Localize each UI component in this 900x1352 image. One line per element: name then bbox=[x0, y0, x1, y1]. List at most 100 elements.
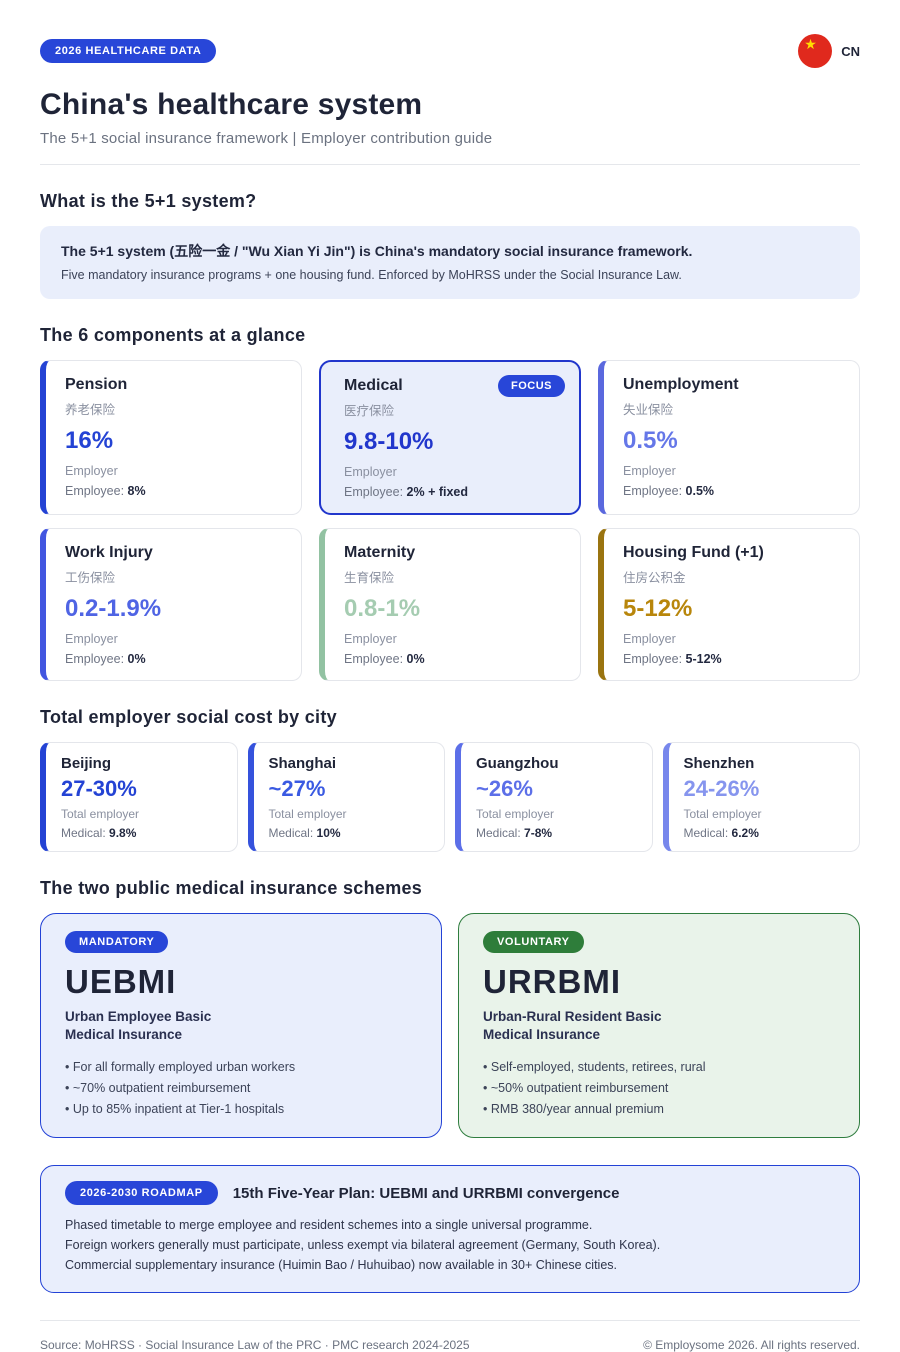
scheme-full-name-line2: Medical Insurance bbox=[65, 1027, 183, 1043]
roadmap-line: Phased timetable to merge employee and r… bbox=[65, 1218, 593, 1233]
intro-box-text: Five mandatory insurance programs + one … bbox=[61, 268, 682, 282]
china-flag-icon: ★ bbox=[798, 34, 833, 68]
component-title: Maternity bbox=[344, 544, 416, 561]
component-title: Pension bbox=[65, 376, 128, 393]
medical-label: Medical: bbox=[476, 826, 525, 840]
city-sub-label: Total employer bbox=[476, 807, 555, 821]
intro-info-box: The 5+1 system (五险一金 / "Wu Xian Yi Jin")… bbox=[40, 226, 860, 299]
medical-label: Medical: bbox=[268, 826, 317, 840]
component-chinese-name: 失业保险 bbox=[623, 403, 674, 417]
scheme-bullet-list: Self-employed, students, retirees, rural… bbox=[483, 1057, 835, 1119]
component-payer: Employer bbox=[344, 632, 397, 646]
component-chinese-name: 医疗保险 bbox=[344, 404, 395, 418]
scheme-full-name-line1: Urban Employee Basic bbox=[65, 1009, 212, 1024]
city-sub-label: Total employer bbox=[683, 807, 762, 821]
city-medical-rate: Medical: 7-8% bbox=[476, 826, 637, 840]
component-payer: Employer bbox=[65, 464, 118, 478]
scheme-bullet: ~50% outpatient reimbursement bbox=[483, 1078, 835, 1099]
city-card-guangzhou: Guangzhou ~26% Total employer Medical: 7… bbox=[455, 742, 653, 852]
schemes-grid: MANDATORY UEBMI Urban Employee Basic Med… bbox=[40, 913, 860, 1139]
employee-value: 8% bbox=[127, 484, 146, 498]
employee-value: 0% bbox=[406, 652, 425, 666]
component-payer: Employer bbox=[65, 632, 118, 646]
component-employee-rate: Employee: 0.5% bbox=[623, 484, 840, 498]
component-payer: Employer bbox=[623, 632, 676, 646]
header-divider bbox=[40, 164, 860, 165]
footer-copyright: © Employsome 2026. All rights reserved. bbox=[643, 1337, 860, 1352]
city-rate: 27-30% bbox=[61, 776, 137, 801]
components-grid: Pension 养老保险 16% Employer Employee: 8% F… bbox=[40, 360, 860, 681]
component-rate: 9.8-10% bbox=[344, 428, 434, 455]
city-name: Shenzhen bbox=[683, 755, 755, 772]
component-employee-rate: Employee: 0% bbox=[65, 652, 282, 666]
scheme-bullet: Up to 85% inpatient at Tier-1 hospitals bbox=[65, 1099, 417, 1120]
medical-value: 7-8% bbox=[524, 826, 553, 840]
component-chinese-name: 住房公积金 bbox=[623, 571, 686, 585]
intro-box-title: The 5+1 system (五险一金 / "Wu Xian Yi Jin")… bbox=[61, 243, 693, 259]
footer-source: Source: MoHRSS · Social Insurance Law of… bbox=[40, 1337, 470, 1352]
city-card-beijing: Beijing 27-30% Total employer Medical: 9… bbox=[40, 742, 238, 852]
city-rate: ~26% bbox=[476, 776, 533, 801]
medical-value: 10% bbox=[316, 826, 341, 840]
roadmap-body: Phased timetable to merge employee and r… bbox=[65, 1216, 835, 1275]
roadmap-box: 2026-2030 ROADMAP 15th Five-Year Plan: U… bbox=[40, 1165, 860, 1293]
city-name: Shanghai bbox=[268, 755, 337, 772]
voluntary-badge: VOLUNTARY bbox=[483, 931, 584, 953]
component-rate: 0.2-1.9% bbox=[65, 595, 162, 622]
component-rate: 5-12% bbox=[623, 595, 693, 622]
scheme-card-urrbmi: VOLUNTARY URRBMI Urban-Rural Resident Ba… bbox=[458, 913, 860, 1139]
section-heading-intro: What is the 5+1 system? bbox=[40, 191, 257, 211]
employee-label: Employee: bbox=[344, 485, 407, 499]
employee-label: Employee: bbox=[65, 652, 128, 666]
roadmap-header: 2026-2030 ROADMAP 15th Five-Year Plan: U… bbox=[65, 1181, 835, 1206]
medical-value: 6.2% bbox=[731, 826, 759, 840]
star-icon: ★ bbox=[804, 36, 817, 52]
component-employee-rate: Employee: 5-12% bbox=[623, 652, 840, 666]
component-rate: 0.5% bbox=[623, 427, 678, 454]
component-card-maternity: Maternity 生育保险 0.8-1% Employer Employee:… bbox=[319, 528, 581, 681]
header-badge: 2026 HEALTHCARE DATA bbox=[40, 39, 217, 63]
section-heading-schemes: The two public medical insurance schemes bbox=[40, 878, 423, 898]
city-sub-label: Total employer bbox=[61, 807, 140, 821]
header: 2026 HEALTHCARE DATA ★ CN bbox=[40, 34, 860, 68]
component-card-housing-fund: Housing Fund (+1) 住房公积金 5-12% Employer E… bbox=[598, 528, 860, 681]
city-name: Guangzhou bbox=[476, 755, 559, 772]
medical-value: 9.8% bbox=[109, 826, 137, 840]
page-subtitle: The 5+1 social insurance framework | Emp… bbox=[40, 130, 493, 147]
roadmap-line: Commercial supplementary insurance (Huim… bbox=[65, 1257, 618, 1272]
scheme-bullet: ~70% outpatient reimbursement bbox=[65, 1078, 417, 1099]
scheme-abbreviation: UEBMI bbox=[65, 963, 177, 1000]
employee-label: Employee: bbox=[623, 652, 686, 666]
component-chinese-name: 工伤保险 bbox=[65, 571, 116, 585]
scheme-full-name: Urban-Rural Resident Basic Medical Insur… bbox=[483, 1008, 835, 1044]
mandatory-badge: MANDATORY bbox=[65, 931, 169, 953]
component-card-pension: Pension 养老保险 16% Employer Employee: 8% bbox=[40, 360, 302, 515]
scheme-card-uebmi: MANDATORY UEBMI Urban Employee Basic Med… bbox=[40, 913, 442, 1139]
city-rate: 24-26% bbox=[683, 776, 760, 801]
city-sub-label: Total employer bbox=[268, 807, 347, 821]
component-title: Work Injury bbox=[65, 544, 153, 561]
component-chinese-name: 生育保险 bbox=[344, 571, 395, 585]
employee-label: Employee: bbox=[65, 484, 128, 498]
scheme-bullet: Self-employed, students, retirees, rural bbox=[483, 1057, 835, 1078]
component-title: Housing Fund (+1) bbox=[623, 544, 764, 561]
component-employee-rate: Employee: 0% bbox=[344, 652, 561, 666]
scheme-bullet: RMB 380/year annual premium bbox=[483, 1099, 835, 1120]
employee-value: 0% bbox=[127, 652, 146, 666]
focus-badge: FOCUS bbox=[498, 375, 565, 397]
employee-label: Employee: bbox=[344, 652, 407, 666]
city-card-shenzhen: Shenzhen 24-26% Total employer Medical: … bbox=[662, 742, 860, 852]
section-heading-cities: Total employer social cost by city bbox=[40, 707, 337, 727]
component-title: Medical bbox=[344, 377, 403, 394]
component-title: Unemployment bbox=[623, 376, 739, 393]
component-payer: Employer bbox=[623, 464, 676, 478]
medical-label: Medical: bbox=[61, 826, 110, 840]
cities-grid: Beijing 27-30% Total employer Medical: 9… bbox=[40, 742, 860, 852]
city-medical-rate: Medical: 10% bbox=[269, 826, 430, 840]
component-card-medical: FOCUS Medical 医疗保险 9.8-10% Employer Empl… bbox=[319, 360, 581, 515]
scheme-full-name-line2: Medical Insurance bbox=[483, 1027, 601, 1043]
country-code: CN bbox=[841, 43, 860, 59]
city-card-shanghai: Shanghai ~27% Total employer Medical: 10… bbox=[247, 742, 445, 852]
scheme-bullet-list: For all formally employed urban workers … bbox=[65, 1057, 417, 1119]
